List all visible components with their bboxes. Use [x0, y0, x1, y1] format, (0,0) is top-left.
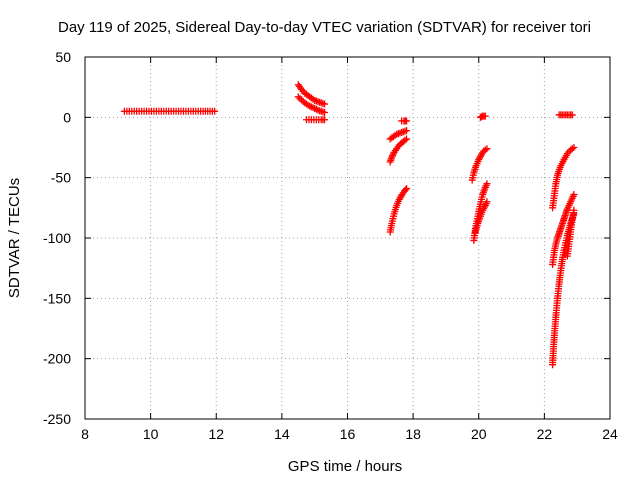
data-point-fill [312, 105, 320, 113]
data-point [403, 185, 411, 193]
x-tick-label: 12 [208, 426, 224, 442]
series-arc-3c [386, 135, 411, 166]
x-tick-label: 8 [81, 426, 89, 442]
data-point [304, 101, 312, 109]
data-point [309, 104, 317, 112]
series-arc-4b [476, 112, 489, 121]
series-arc-5c [549, 191, 578, 269]
data-point [294, 93, 302, 101]
data-point-fill [568, 145, 576, 153]
data-point [483, 145, 491, 153]
y-tick-label: 50 [55, 49, 71, 65]
data-point-fill [306, 102, 314, 110]
x-axis-label: GPS time / hours [288, 458, 402, 475]
x-tick-label: 10 [143, 426, 159, 442]
series-arc-2a [294, 81, 329, 108]
y-tick-label: -100 [43, 230, 71, 246]
data-point [321, 116, 329, 124]
data-point [481, 112, 489, 120]
series-arc-2b [294, 93, 329, 117]
series-arc-4d [471, 198, 491, 236]
series-arc-3d [386, 185, 411, 236]
data-point [211, 107, 219, 115]
data-point-fill [389, 152, 397, 160]
data-points [120, 81, 578, 369]
x-tick-label: 14 [274, 426, 290, 442]
x-tick-label: 18 [405, 426, 421, 442]
y-tick-label: -50 [51, 170, 71, 186]
data-point-fill [296, 94, 304, 102]
series-arc-4a [468, 145, 491, 184]
series-arc-5e [563, 206, 578, 260]
plot-frame [84, 56, 611, 420]
data-point [401, 136, 409, 144]
chart-title: Day 119 of 2025, Sidereal Day-to-day VTE… [58, 19, 591, 36]
data-point [568, 111, 576, 119]
series-arc-3b [398, 117, 411, 125]
y-axis-label: SDTVAR / TECUs [6, 178, 23, 298]
data-point [321, 109, 329, 117]
x-tick-label: 16 [340, 426, 356, 442]
data-point [483, 198, 491, 206]
x-tick-label: 24 [602, 426, 618, 442]
grid [85, 57, 610, 419]
data-point-fill [402, 186, 410, 194]
data-point-fill [307, 103, 315, 111]
y-tick-label: -150 [43, 290, 71, 306]
data-point-fill [481, 146, 489, 154]
data-point-fill [311, 104, 319, 112]
data-point [483, 180, 491, 188]
data-point [570, 206, 578, 214]
series-arc-1 [120, 107, 219, 115]
data-point [570, 144, 578, 151]
series-arc-5a [549, 144, 578, 212]
series-arc-2c [302, 116, 329, 124]
data-point [570, 191, 578, 199]
data-point [403, 117, 411, 125]
series-arc-3a [386, 127, 411, 143]
x-tick-label: 22 [537, 426, 553, 442]
data-point [321, 100, 329, 108]
data-point [403, 135, 411, 143]
data-point [403, 127, 411, 135]
series-arc-5b [555, 111, 576, 119]
data-point [388, 153, 396, 161]
y-tick-label: -250 [43, 411, 71, 427]
axis-ticks: 8 10 12 14 16 18 20 22 24 50 0 -50 -100 -150 -200 -250 [43, 49, 618, 442]
y-tick-label: 0 [63, 109, 71, 125]
x-tick-label: 20 [471, 426, 487, 442]
y-tick-label: -200 [43, 351, 71, 367]
